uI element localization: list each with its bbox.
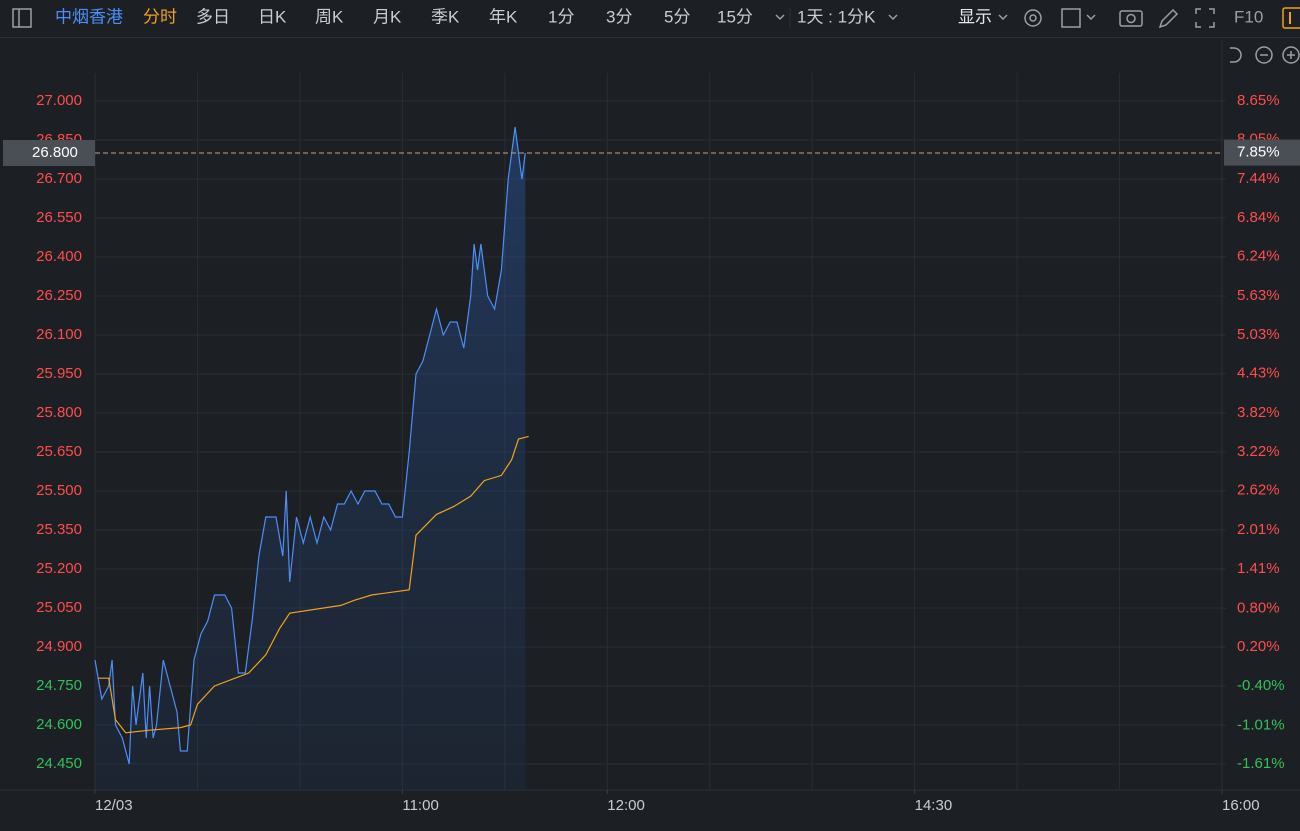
panel-toggle[interactable]: [1282, 7, 1300, 29]
y-tick-label: 24.450: [36, 755, 82, 772]
y2-tick-label: 6.24%: [1237, 248, 1280, 265]
y2-tick-label: 6.84%: [1237, 209, 1280, 226]
y2-tick-label: 3.22%: [1237, 443, 1280, 460]
period-chevron[interactable]: [888, 14, 898, 21]
average-line: [98, 435, 529, 734]
tab[interactable]: 3分: [606, 7, 632, 26]
zoom-in-cross: [1287, 51, 1295, 59]
more-chevron[interactable]: [775, 14, 785, 21]
y-tick-label: 27.000: [36, 92, 82, 109]
sidebar-toggle[interactable]: [12, 8, 32, 28]
tab[interactable]: 多日: [196, 7, 230, 26]
style-icon[interactable]: [1061, 8, 1081, 28]
y2-tick-label: 2.62%: [1237, 482, 1280, 499]
y-tick-label: 25.050: [36, 599, 82, 616]
y2-tick-label: -1.01%: [1237, 716, 1285, 733]
y-tick-label: 24.600: [36, 716, 82, 733]
y-tick-label: 26.100: [36, 326, 82, 343]
price-line: [94, 126, 526, 765]
y-tick-label: 25.800: [36, 404, 82, 421]
y2-tick-label: 2.01%: [1237, 521, 1280, 538]
zoom-in-icon[interactable]: [1282, 46, 1300, 64]
symbol[interactable]: 中烟香港: [55, 7, 123, 26]
tab[interactable]: 15分: [717, 7, 753, 26]
y2-tick-label: -0.40%: [1237, 677, 1285, 694]
toolbar: [0, 0, 1300, 37]
tab[interactable]: 5分: [664, 7, 690, 26]
plot-area: 27.00026.85026.70026.55026.40026.25026.1…: [0, 40, 1300, 814]
price-area: [95, 127, 526, 790]
zoom-out-icon[interactable]: [1255, 46, 1273, 64]
y-tick-label: 25.350: [36, 521, 82, 538]
tab[interactable]: 月K: [373, 7, 402, 26]
y-tick-label: 25.950: [36, 365, 82, 382]
y-tick-label: 25.650: [36, 443, 82, 460]
tab-group: 分时 多日 日K 周K 月K 季K 年K 1分 3分 5分 15分: [143, 7, 753, 26]
display-menu[interactable]: 显示: [958, 7, 992, 26]
f10-button[interactable]: F10: [1234, 7, 1263, 26]
y-tick-label: 26.550: [36, 209, 82, 226]
tab[interactable]: 年K: [489, 7, 518, 26]
y2-tick-label: 4.43%: [1237, 365, 1280, 382]
y2-tick-label: 3.82%: [1237, 404, 1280, 421]
tab[interactable]: 1分: [548, 7, 574, 26]
x-tick-label: 12/03: [95, 797, 133, 814]
y2-tick-label: 8.65%: [1237, 92, 1280, 109]
y-tick-label: 25.200: [36, 560, 82, 577]
fullscreen-icon[interactable]: [1195, 8, 1215, 28]
last-change-box: [1224, 139, 1300, 166]
x-tick-label: 11:00: [402, 797, 438, 814]
camera-lens: [1126, 13, 1136, 24]
settings-icon[interactable]: [1024, 9, 1042, 27]
draw-icon[interactable]: [1158, 8, 1179, 29]
tab[interactable]: 季K: [431, 7, 460, 26]
reset-icon[interactable]: [1230, 47, 1242, 63]
y2-tick-label: 0.80%: [1237, 599, 1280, 616]
last-price-label: 26.800: [32, 144, 78, 161]
camera-icon[interactable]: [1119, 10, 1143, 27]
last-change-label: 7.85%: [1237, 144, 1280, 161]
y2-tick-label: -1.61%: [1237, 755, 1285, 772]
x-tick-label: 16:00: [1222, 797, 1260, 814]
period-select[interactable]: 1天 : 1分K: [797, 7, 876, 26]
tab[interactable]: 周K: [315, 7, 344, 26]
y2-tick-label: 5.03%: [1237, 326, 1280, 343]
display-chevron[interactable]: [998, 14, 1008, 21]
x-tick-label: 12:00: [607, 797, 645, 814]
settings-icon-core: [1029, 14, 1037, 22]
y2-tick-label: 7.44%: [1237, 170, 1280, 187]
y2-tick-label: 5.63%: [1237, 287, 1280, 304]
tab[interactable]: 分时: [143, 7, 177, 26]
y-tick-label: 25.500: [36, 482, 82, 499]
y-tick-label: 26.700: [36, 170, 82, 187]
y-tick-label: 26.400: [36, 248, 82, 265]
y-tick-label: 24.900: [36, 638, 82, 655]
x-tick-label: 14:30: [915, 797, 953, 814]
y2-tick-label: 0.20%: [1237, 638, 1280, 655]
last-price-box: [3, 140, 95, 166]
y-tick-label: 26.250: [36, 287, 82, 304]
y-tick-label: 24.750: [36, 677, 82, 694]
y2-tick-label: 1.41%: [1237, 560, 1280, 577]
style-chevron[interactable]: [1086, 14, 1096, 21]
tab[interactable]: 日K: [258, 7, 287, 26]
